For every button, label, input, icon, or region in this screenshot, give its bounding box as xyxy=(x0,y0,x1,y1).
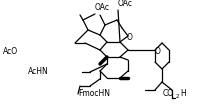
Text: OAc: OAc xyxy=(117,0,132,9)
Text: H: H xyxy=(179,89,185,98)
Text: FmocHN: FmocHN xyxy=(78,89,109,98)
Text: O: O xyxy=(154,47,160,56)
Text: AcHN: AcHN xyxy=(28,68,48,76)
Text: O: O xyxy=(126,32,132,42)
Text: OAc: OAc xyxy=(95,3,109,13)
Text: CO: CO xyxy=(162,89,173,98)
Text: 2: 2 xyxy=(175,95,179,99)
Text: AcO: AcO xyxy=(3,47,18,56)
